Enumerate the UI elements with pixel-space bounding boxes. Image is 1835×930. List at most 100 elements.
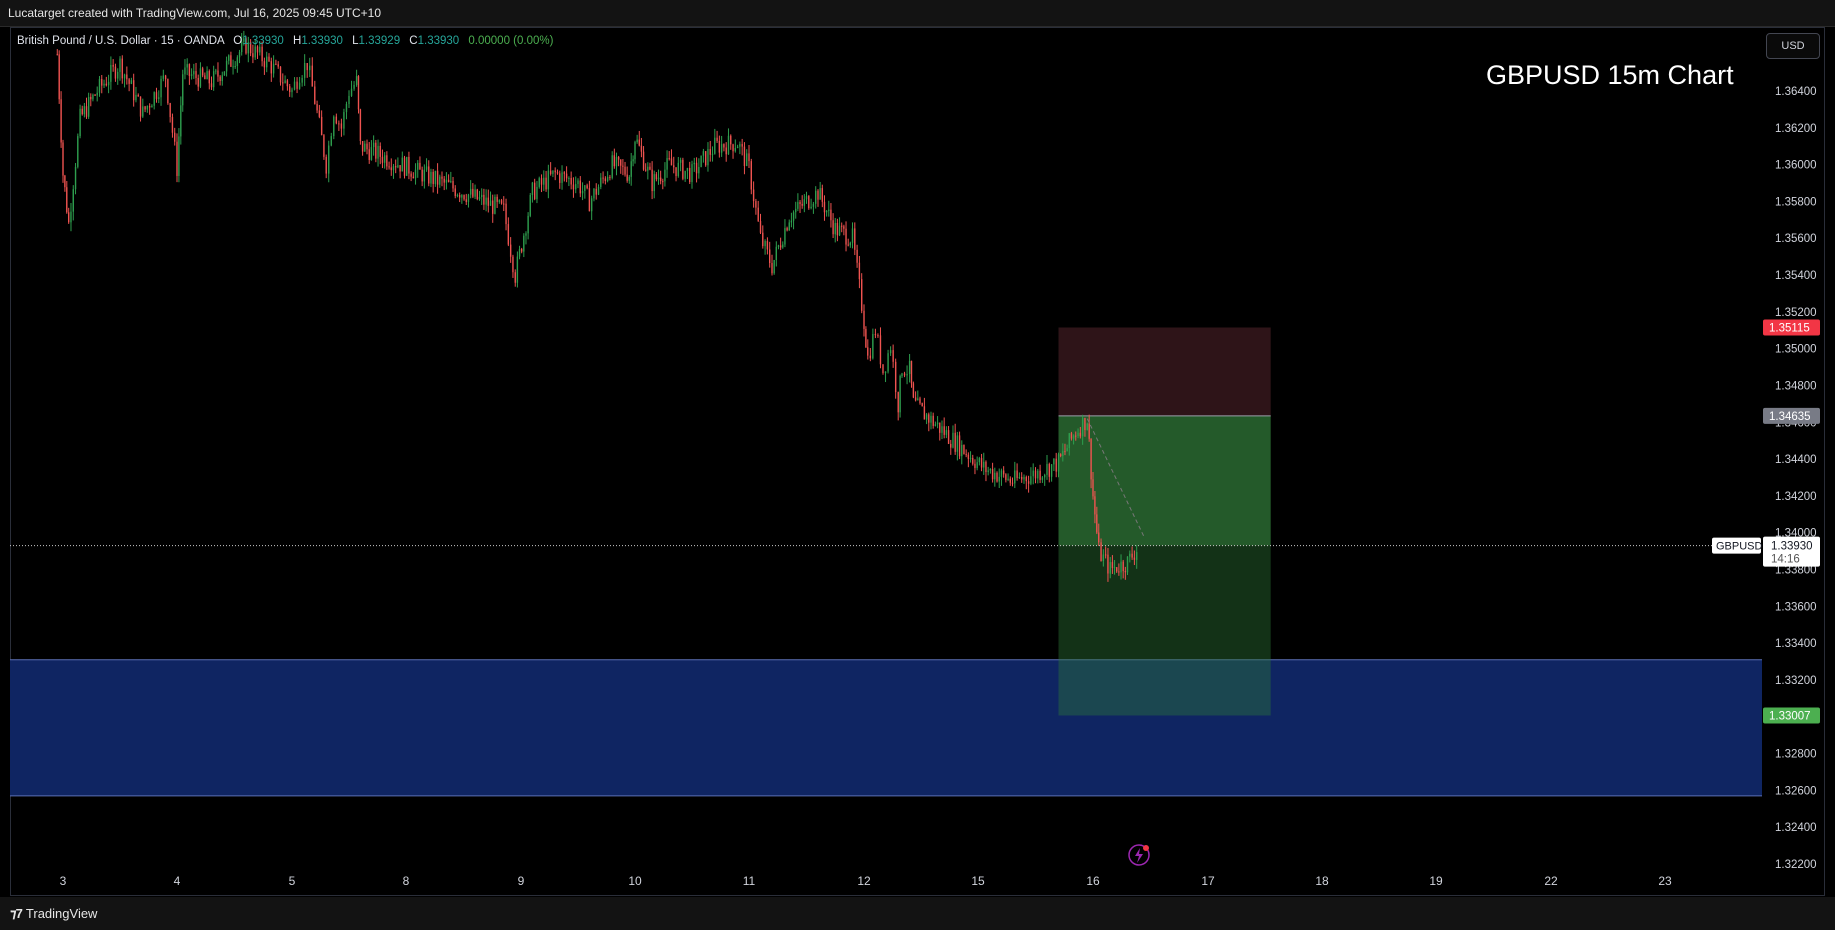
candle[interactable] bbox=[928, 414, 930, 423]
candle[interactable] bbox=[711, 153, 714, 155]
candle[interactable] bbox=[410, 173, 412, 177]
candle[interactable] bbox=[1120, 561, 1122, 573]
candle[interactable] bbox=[469, 188, 472, 195]
candle[interactable] bbox=[590, 198, 593, 212]
candle[interactable] bbox=[318, 110, 321, 117]
candle[interactable] bbox=[1070, 433, 1073, 439]
candle[interactable] bbox=[750, 161, 752, 190]
candle[interactable] bbox=[704, 151, 707, 166]
candle[interactable] bbox=[1000, 470, 1003, 477]
candle[interactable] bbox=[887, 353, 889, 372]
candle[interactable] bbox=[169, 103, 171, 118]
candle[interactable] bbox=[673, 165, 675, 168]
candle[interactable] bbox=[249, 42, 252, 54]
candle[interactable] bbox=[377, 145, 379, 159]
candle[interactable] bbox=[730, 135, 732, 145]
candle[interactable] bbox=[277, 64, 279, 67]
candle[interactable] bbox=[153, 92, 155, 106]
candle[interactable] bbox=[620, 159, 622, 166]
candle[interactable] bbox=[954, 432, 956, 452]
candle[interactable] bbox=[586, 185, 588, 189]
candle[interactable] bbox=[452, 181, 454, 189]
candle[interactable] bbox=[801, 203, 803, 206]
candle[interactable] bbox=[638, 139, 640, 146]
candle[interactable] bbox=[1124, 571, 1127, 573]
candle[interactable] bbox=[1007, 478, 1009, 480]
candle[interactable] bbox=[865, 328, 867, 348]
candle[interactable] bbox=[197, 77, 199, 87]
candle[interactable] bbox=[328, 145, 330, 174]
candle[interactable] bbox=[1107, 554, 1109, 574]
candle[interactable] bbox=[90, 97, 92, 100]
candle[interactable] bbox=[841, 225, 843, 227]
candle[interactable] bbox=[132, 80, 135, 101]
candle[interactable] bbox=[1079, 432, 1082, 437]
candle[interactable] bbox=[121, 58, 123, 79]
candle[interactable] bbox=[939, 422, 941, 433]
candle[interactable] bbox=[903, 373, 906, 376]
candle[interactable] bbox=[85, 106, 88, 117]
stop-loss-zone[interactable] bbox=[1058, 327, 1271, 416]
candle[interactable] bbox=[851, 228, 854, 243]
candle[interactable] bbox=[872, 334, 874, 359]
candle[interactable] bbox=[92, 94, 94, 100]
candle[interactable] bbox=[998, 476, 1000, 482]
candle[interactable] bbox=[370, 147, 373, 160]
candle[interactable] bbox=[869, 355, 872, 359]
candle[interactable] bbox=[659, 177, 662, 182]
candle[interactable] bbox=[1005, 474, 1007, 480]
candle[interactable] bbox=[732, 144, 734, 152]
candle[interactable] bbox=[849, 242, 852, 246]
candle[interactable] bbox=[345, 103, 348, 113]
candle[interactable] bbox=[805, 196, 808, 200]
candle[interactable] bbox=[320, 116, 323, 136]
candle[interactable] bbox=[1057, 454, 1060, 472]
candle[interactable] bbox=[436, 170, 439, 185]
candle[interactable] bbox=[311, 65, 313, 87]
candle[interactable] bbox=[812, 203, 815, 207]
candle[interactable] bbox=[1072, 435, 1075, 439]
candle[interactable] bbox=[178, 136, 180, 176]
candle[interactable] bbox=[500, 200, 503, 204]
candle[interactable] bbox=[934, 424, 937, 426]
candle[interactable] bbox=[291, 89, 293, 93]
candle[interactable] bbox=[821, 188, 824, 202]
candle[interactable] bbox=[769, 249, 771, 264]
candle[interactable] bbox=[523, 235, 525, 252]
candle[interactable] bbox=[430, 171, 432, 184]
candle[interactable] bbox=[702, 151, 705, 156]
candle[interactable] bbox=[323, 135, 325, 157]
candle[interactable] bbox=[707, 149, 709, 166]
candle[interactable] bbox=[651, 169, 653, 192]
candle[interactable] bbox=[1027, 481, 1030, 484]
candle[interactable] bbox=[105, 83, 108, 86]
candle[interactable] bbox=[247, 42, 249, 54]
candle[interactable] bbox=[714, 137, 716, 154]
candle[interactable] bbox=[64, 175, 66, 188]
candle[interactable] bbox=[632, 159, 634, 162]
candle[interactable] bbox=[518, 249, 521, 257]
candle[interactable] bbox=[70, 211, 72, 223]
candle[interactable] bbox=[186, 64, 188, 68]
candle[interactable] bbox=[353, 84, 355, 89]
candle[interactable] bbox=[917, 398, 919, 401]
candle[interactable] bbox=[1116, 567, 1118, 572]
candle[interactable] bbox=[834, 222, 836, 235]
candle[interactable] bbox=[259, 46, 261, 53]
candle[interactable] bbox=[1113, 567, 1116, 569]
candle[interactable] bbox=[792, 212, 795, 221]
candle[interactable] bbox=[74, 166, 77, 190]
candle[interactable] bbox=[245, 38, 247, 54]
candle[interactable] bbox=[1046, 464, 1048, 475]
candle[interactable] bbox=[419, 162, 421, 170]
candle[interactable] bbox=[930, 415, 932, 423]
candle[interactable] bbox=[1096, 514, 1098, 533]
candle[interactable] bbox=[215, 70, 217, 72]
candle[interactable] bbox=[472, 188, 474, 197]
candle[interactable] bbox=[746, 153, 748, 166]
candle[interactable] bbox=[554, 170, 556, 173]
candle[interactable] bbox=[572, 184, 575, 190]
candle[interactable] bbox=[1084, 417, 1086, 431]
candle[interactable] bbox=[617, 157, 620, 160]
candle[interactable] bbox=[691, 164, 693, 183]
